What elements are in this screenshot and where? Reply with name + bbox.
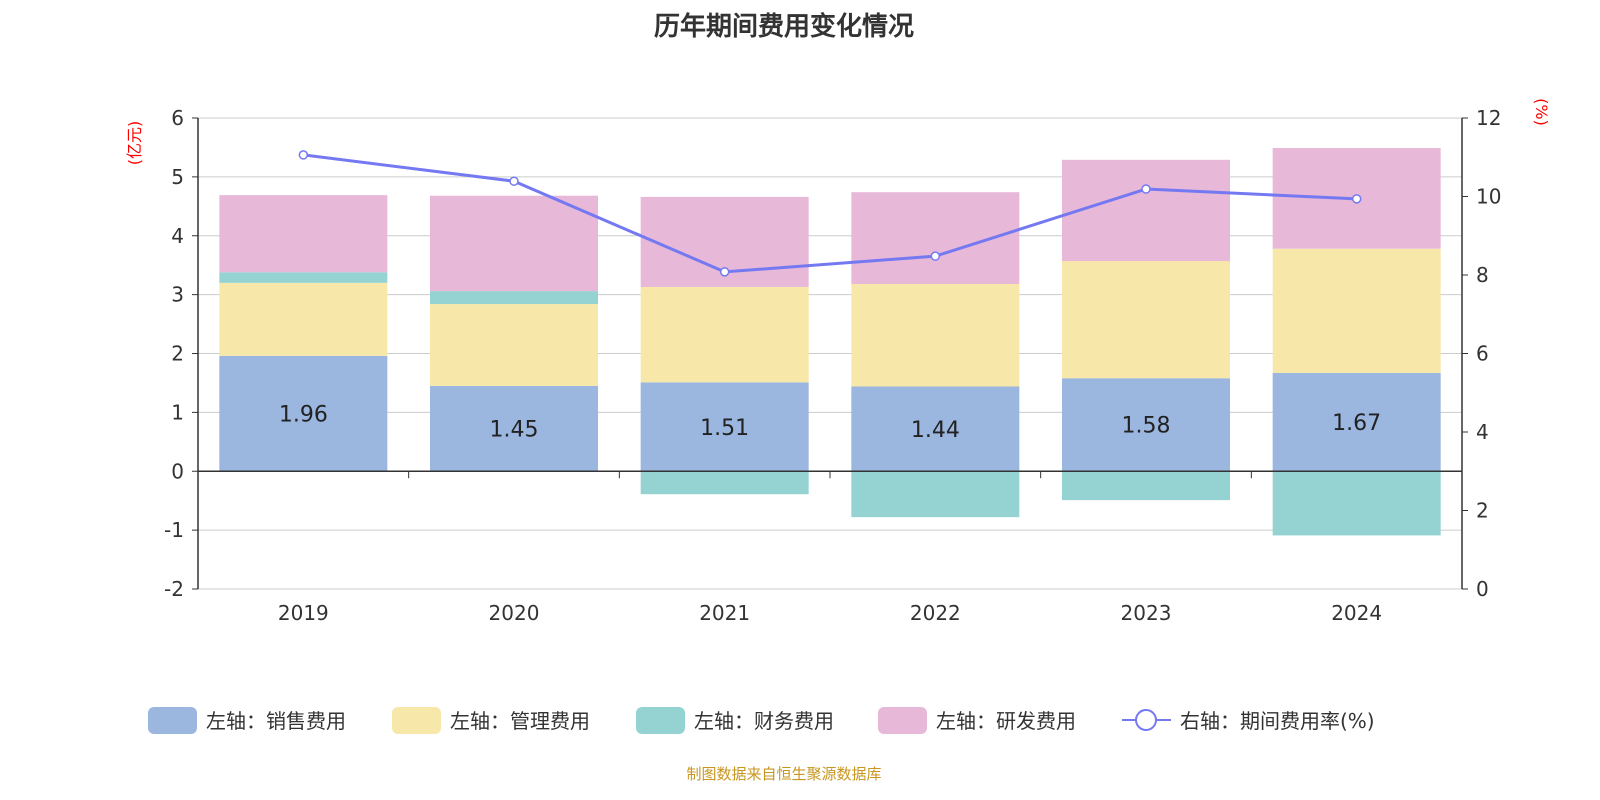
- legend-label: 左轴：研发费用: [936, 709, 1076, 733]
- right-axis-label: (%): [1532, 98, 1551, 126]
- bar-2023: [1062, 378, 1230, 472]
- chart-title: 历年期间费用变化情况: [653, 12, 914, 42]
- left-tick-label: 4: [171, 224, 184, 248]
- right-tick-label: 0: [1476, 577, 1489, 601]
- bar-2020: [430, 291, 598, 305]
- x-tick-label: 2022: [910, 601, 961, 625]
- bar-2023: [1062, 159, 1230, 262]
- left-tick-label: -1: [164, 518, 184, 542]
- left-tick-label: 3: [171, 283, 184, 307]
- rate-point: [1351, 194, 1362, 204]
- legend-swatch: [636, 707, 685, 734]
- legend-circle-icon: [1135, 709, 1157, 731]
- right-tick-label: 10: [1476, 185, 1501, 209]
- legend-label: 左轴：财务费用: [694, 709, 834, 733]
- bar-data-label: 1.96: [279, 403, 328, 428]
- left-axis-label: (亿元): [125, 121, 144, 166]
- rate-point: [509, 176, 519, 186]
- bar-2020: [430, 304, 598, 386]
- bar-data-label: 1.67: [1332, 411, 1381, 436]
- x-tick-label: 2019: [278, 601, 329, 625]
- bar-2020: [430, 385, 598, 472]
- legend-swatch: [148, 707, 197, 734]
- left-tick-label: 0: [171, 459, 184, 483]
- bar-2019: [219, 272, 388, 283]
- bar-2024: [1272, 248, 1441, 373]
- right-tick-label: 2: [1476, 499, 1489, 523]
- bar-2019: [219, 355, 388, 472]
- legend-label: 左轴：销售费用: [206, 709, 346, 733]
- right-tick-label: 6: [1476, 342, 1489, 366]
- bar-data-label: 1.44: [911, 418, 960, 443]
- bar-data-label: 1.58: [1122, 414, 1171, 439]
- right-tick-label: 8: [1476, 263, 1489, 287]
- bar-2019: [219, 282, 388, 356]
- x-tick-label: 2020: [489, 601, 540, 625]
- bar-data-label: 1.51: [700, 416, 749, 441]
- bar-2024: [1272, 471, 1441, 536]
- left-tick-label: 2: [171, 342, 184, 366]
- left-tick-label: -2: [164, 577, 184, 601]
- right-tick-label: 12: [1476, 106, 1501, 130]
- legend-label: 左轴：管理费用: [450, 709, 590, 733]
- legend-label: 右轴：期间费用率(%): [1180, 709, 1375, 733]
- bar-2020: [430, 195, 598, 292]
- bar-2021: [640, 471, 809, 495]
- x-tick-label: 2021: [699, 601, 750, 625]
- bar-2023: [1062, 261, 1230, 379]
- bar-2023: [1062, 471, 1230, 501]
- left-tick-label: 5: [171, 165, 184, 189]
- bar-2024: [1272, 372, 1441, 472]
- rate-point: [1141, 184, 1151, 194]
- x-tick-label: 2024: [1331, 601, 1382, 625]
- x-tick-label: 2023: [1121, 601, 1172, 625]
- rate-point: [930, 251, 941, 261]
- right-tick-label: 4: [1476, 420, 1489, 444]
- rate-point: [719, 267, 730, 277]
- legend-swatch: [878, 707, 927, 734]
- rate-point: [298, 150, 309, 160]
- bar-2021: [640, 382, 809, 472]
- bar-2022: [851, 284, 1020, 387]
- bar-2022: [851, 386, 1020, 472]
- bar-2021: [640, 286, 809, 383]
- source-note: 制图数据来自恒生聚源数据库: [686, 765, 882, 783]
- left-tick-label: 6: [171, 106, 184, 130]
- rate-line: [303, 153, 1357, 274]
- legend-swatch: [392, 707, 441, 734]
- bar-2019: [219, 195, 388, 273]
- bar-data-label: 1.45: [490, 418, 539, 443]
- bar-2022: [851, 471, 1020, 518]
- left-tick-label: 1: [171, 400, 184, 424]
